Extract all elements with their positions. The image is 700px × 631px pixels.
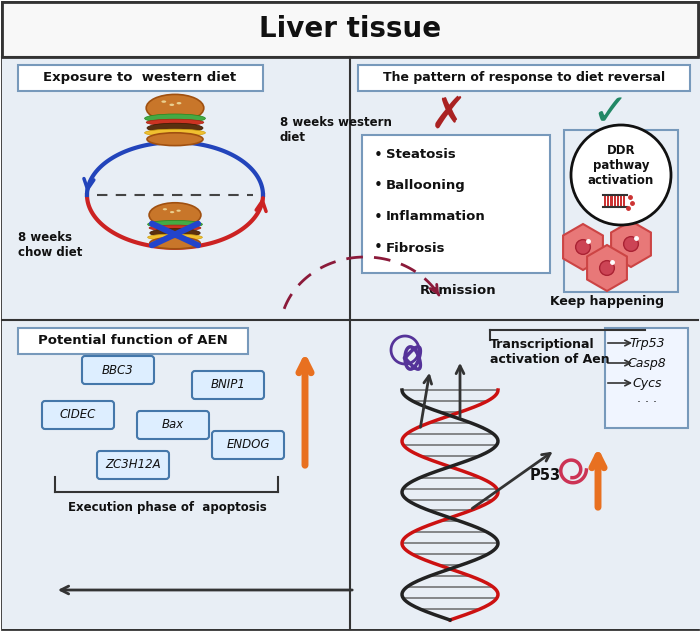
- Ellipse shape: [145, 129, 205, 136]
- Text: Remission: Remission: [420, 283, 496, 297]
- Text: ✗: ✗: [429, 93, 467, 136]
- FancyBboxPatch shape: [82, 356, 154, 384]
- Text: Potential function of AEN: Potential function of AEN: [38, 334, 228, 348]
- FancyBboxPatch shape: [2, 2, 698, 57]
- Text: DDR
pathway
activation: DDR pathway activation: [588, 143, 654, 187]
- FancyBboxPatch shape: [358, 65, 690, 91]
- Text: The pattern of response to diet reversal: The pattern of response to diet reversal: [383, 71, 665, 85]
- Polygon shape: [587, 245, 627, 291]
- Ellipse shape: [176, 102, 181, 104]
- Text: Cycs: Cycs: [632, 377, 662, 389]
- Text: •: •: [374, 179, 383, 194]
- Bar: [623, 195, 625, 207]
- Ellipse shape: [148, 234, 202, 240]
- Circle shape: [571, 125, 671, 225]
- Ellipse shape: [147, 133, 203, 146]
- Ellipse shape: [146, 119, 204, 126]
- Text: BBC3: BBC3: [102, 363, 134, 377]
- Text: ZC3H12A: ZC3H12A: [105, 459, 161, 471]
- Text: Execution phase of  apoptosis: Execution phase of apoptosis: [68, 500, 267, 514]
- Text: 8 weeks
chow diet: 8 weeks chow diet: [18, 231, 83, 259]
- FancyBboxPatch shape: [212, 431, 284, 459]
- Ellipse shape: [169, 103, 174, 106]
- Text: 8 weeks western
diet: 8 weeks western diet: [280, 116, 392, 144]
- Ellipse shape: [148, 220, 202, 228]
- Ellipse shape: [145, 114, 205, 123]
- Text: Fibrosis: Fibrosis: [386, 242, 445, 254]
- Ellipse shape: [150, 237, 200, 249]
- Bar: [610, 195, 612, 207]
- Bar: [620, 195, 622, 207]
- Text: BNIP1: BNIP1: [211, 379, 246, 391]
- FancyBboxPatch shape: [350, 320, 700, 629]
- Text: Transcriptional
activation of Aen: Transcriptional activation of Aen: [490, 338, 610, 366]
- FancyBboxPatch shape: [192, 371, 264, 399]
- FancyBboxPatch shape: [18, 65, 263, 91]
- Circle shape: [575, 240, 590, 254]
- Text: · · ·: · · ·: [637, 396, 657, 410]
- FancyBboxPatch shape: [42, 401, 114, 429]
- Bar: [607, 195, 610, 207]
- Polygon shape: [611, 221, 651, 267]
- Ellipse shape: [170, 211, 174, 213]
- Ellipse shape: [147, 123, 203, 133]
- Text: •: •: [374, 240, 383, 256]
- Text: Steatosis: Steatosis: [386, 148, 456, 162]
- Ellipse shape: [149, 203, 201, 227]
- Circle shape: [624, 237, 638, 251]
- FancyBboxPatch shape: [362, 135, 550, 273]
- Ellipse shape: [149, 225, 201, 231]
- Text: Ballooning: Ballooning: [386, 179, 466, 192]
- Ellipse shape: [150, 228, 200, 237]
- Text: ENDOG: ENDOG: [226, 439, 270, 452]
- Text: Exposure to  western diet: Exposure to western diet: [43, 71, 237, 85]
- Text: P53: P53: [529, 468, 561, 483]
- FancyBboxPatch shape: [97, 451, 169, 479]
- Ellipse shape: [162, 100, 166, 103]
- Text: Keep happening: Keep happening: [550, 295, 664, 309]
- Text: Trp53: Trp53: [629, 336, 665, 350]
- Text: Casp8: Casp8: [628, 357, 666, 370]
- Bar: [614, 195, 616, 207]
- Bar: [617, 195, 619, 207]
- FancyBboxPatch shape: [137, 411, 209, 439]
- Text: •: •: [374, 209, 383, 225]
- Text: Bax: Bax: [162, 418, 184, 432]
- FancyBboxPatch shape: [2, 57, 350, 320]
- Circle shape: [600, 261, 615, 275]
- Ellipse shape: [163, 208, 167, 210]
- Text: ✓: ✓: [592, 91, 629, 134]
- Text: CIDEC: CIDEC: [60, 408, 96, 422]
- Text: Inflammation: Inflammation: [386, 211, 486, 223]
- Text: Liver tissue: Liver tissue: [259, 15, 441, 43]
- Polygon shape: [563, 224, 603, 270]
- FancyBboxPatch shape: [350, 57, 700, 320]
- Bar: [604, 195, 606, 207]
- FancyBboxPatch shape: [605, 328, 688, 428]
- FancyBboxPatch shape: [2, 320, 350, 629]
- Ellipse shape: [176, 209, 181, 212]
- Ellipse shape: [146, 95, 204, 122]
- FancyBboxPatch shape: [18, 328, 248, 354]
- Text: •: •: [374, 148, 383, 163]
